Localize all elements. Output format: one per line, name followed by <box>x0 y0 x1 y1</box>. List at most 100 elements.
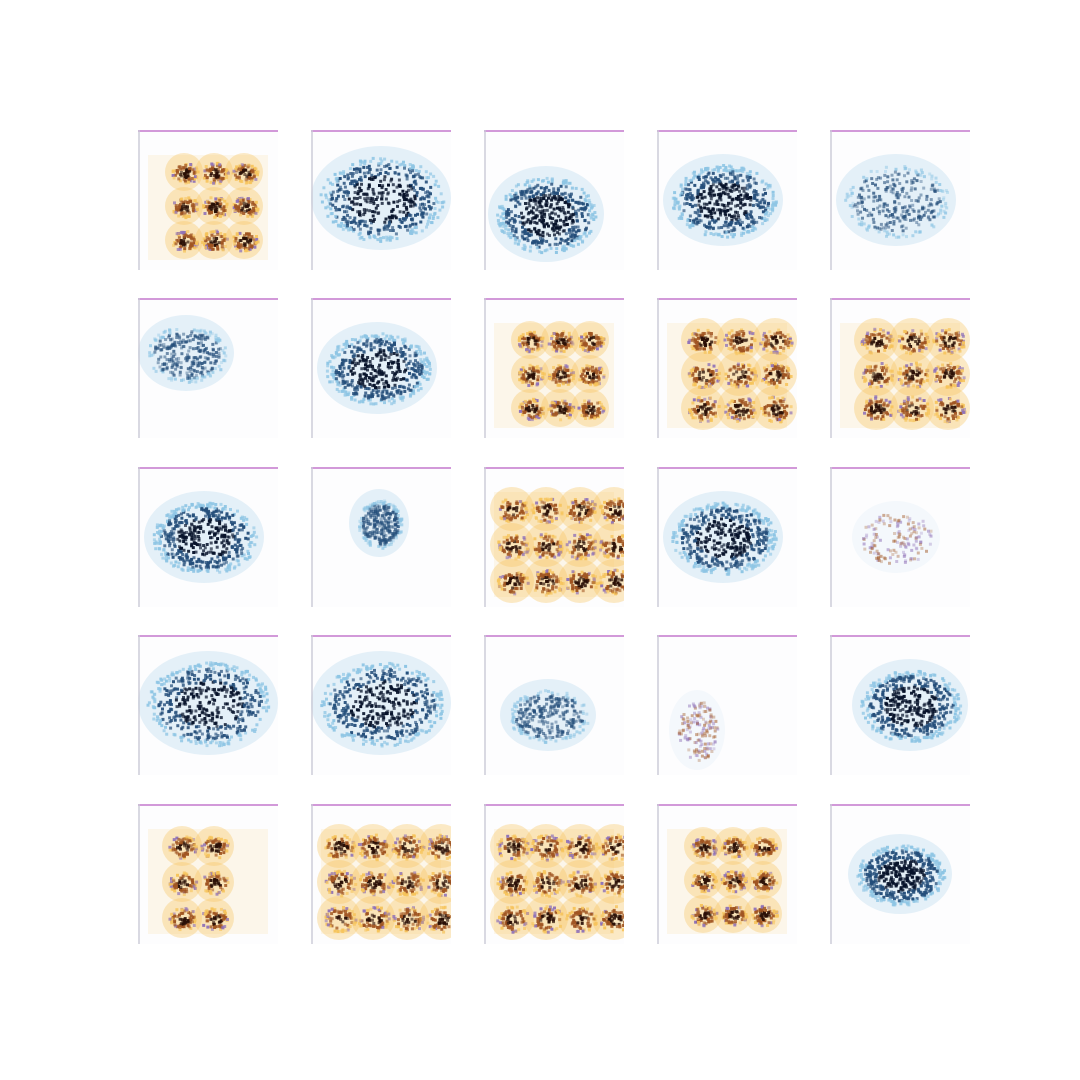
left-border-stripe <box>830 467 832 607</box>
sample-image <box>311 804 451 944</box>
sample-tile-r3c1 <box>138 467 278 607</box>
sample-tile-r5c3 <box>484 804 624 944</box>
left-border-stripe <box>311 130 313 270</box>
sample-tile-r2c5 <box>830 298 970 438</box>
left-border-stripe <box>311 467 313 607</box>
sample-image <box>138 298 278 438</box>
top-border-stripe <box>657 635 797 637</box>
top-border-stripe <box>138 467 278 469</box>
top-border-stripe <box>311 635 451 637</box>
top-border-stripe <box>311 804 451 806</box>
top-border-stripe <box>657 130 797 132</box>
top-border-stripe <box>311 467 451 469</box>
sample-tile-r5c4 <box>657 804 797 944</box>
left-border-stripe <box>484 804 486 944</box>
sample-tile-r3c3 <box>484 467 624 607</box>
sample-tile-r1c3 <box>484 130 624 270</box>
top-border-stripe <box>138 298 278 300</box>
top-border-stripe <box>830 635 970 637</box>
top-border-stripe <box>484 298 624 300</box>
sample-tile-r1c1 <box>138 130 278 270</box>
left-border-stripe <box>830 130 832 270</box>
sample-image <box>484 298 624 438</box>
sample-image <box>657 130 797 270</box>
sample-tile-r5c5 <box>830 804 970 944</box>
left-border-stripe <box>138 635 140 775</box>
sample-image <box>311 298 451 438</box>
left-border-stripe <box>830 298 832 438</box>
left-border-stripe <box>311 635 313 775</box>
top-border-stripe <box>830 130 970 132</box>
left-border-stripe <box>311 804 313 944</box>
sample-tile-r3c2 <box>311 467 451 607</box>
sample-tile-r2c3 <box>484 298 624 438</box>
sample-image <box>311 130 451 270</box>
left-border-stripe <box>657 804 659 944</box>
sample-tile-r5c2 <box>311 804 451 944</box>
top-border-stripe <box>484 804 624 806</box>
sample-tile-r1c2 <box>311 130 451 270</box>
sample-image <box>311 467 451 607</box>
top-border-stripe <box>311 130 451 132</box>
sample-tile-r1c4 <box>657 130 797 270</box>
sample-image <box>657 298 797 438</box>
left-border-stripe <box>657 130 659 270</box>
top-border-stripe <box>657 467 797 469</box>
left-border-stripe <box>138 467 140 607</box>
top-border-stripe <box>484 467 624 469</box>
left-border-stripe <box>484 130 486 270</box>
sample-image <box>484 635 624 775</box>
top-border-stripe <box>138 635 278 637</box>
sample-image <box>830 298 970 438</box>
sample-image <box>311 635 451 775</box>
top-border-stripe <box>484 635 624 637</box>
top-border-stripe <box>830 467 970 469</box>
sample-tile-r3c5 <box>830 467 970 607</box>
sample-image <box>138 804 278 944</box>
sample-tile-r3c4 <box>657 467 797 607</box>
sample-image <box>830 804 970 944</box>
sample-image <box>138 467 278 607</box>
sample-tile-r4c3 <box>484 635 624 775</box>
sample-tile-r4c4 <box>657 635 797 775</box>
left-border-stripe <box>484 298 486 438</box>
sample-tile-r4c5 <box>830 635 970 775</box>
top-border-stripe <box>657 804 797 806</box>
sample-image <box>657 804 797 944</box>
sample-image <box>484 130 624 270</box>
top-border-stripe <box>657 298 797 300</box>
top-border-stripe <box>830 298 970 300</box>
sample-image <box>657 635 797 775</box>
sample-image <box>484 467 624 607</box>
sample-image <box>657 467 797 607</box>
sample-tile-r4c2 <box>311 635 451 775</box>
left-border-stripe <box>830 804 832 944</box>
sample-tile-r4c1 <box>138 635 278 775</box>
left-border-stripe <box>657 635 659 775</box>
sample-image <box>138 635 278 775</box>
top-border-stripe <box>138 804 278 806</box>
top-border-stripe <box>484 130 624 132</box>
top-border-stripe <box>830 804 970 806</box>
left-border-stripe <box>484 467 486 607</box>
sample-image <box>830 467 970 607</box>
sample-image <box>484 804 624 944</box>
sample-tile-r2c1 <box>138 298 278 438</box>
sample-tile-r2c4 <box>657 298 797 438</box>
sample-tile-r5c1 <box>138 804 278 944</box>
sample-tile-r2c2 <box>311 298 451 438</box>
sample-image <box>830 130 970 270</box>
left-border-stripe <box>138 804 140 944</box>
top-border-stripe <box>138 130 278 132</box>
left-border-stripe <box>138 130 140 270</box>
sample-tile-r1c5 <box>830 130 970 270</box>
left-border-stripe <box>138 298 140 438</box>
sample-image <box>830 635 970 775</box>
left-border-stripe <box>657 298 659 438</box>
left-border-stripe <box>484 635 486 775</box>
sample-image <box>138 130 278 270</box>
left-border-stripe <box>657 467 659 607</box>
top-border-stripe <box>311 298 451 300</box>
left-border-stripe <box>311 298 313 438</box>
